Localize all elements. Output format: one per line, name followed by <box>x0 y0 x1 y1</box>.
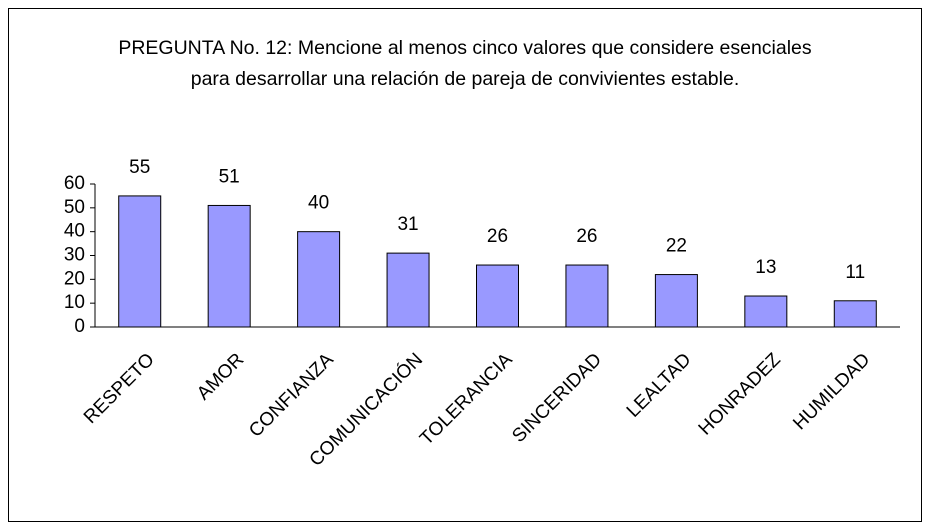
y-tick-label: 50 <box>64 197 85 218</box>
bar <box>207 204 251 328</box>
value-label: 51 <box>219 166 240 187</box>
bar <box>476 264 519 328</box>
y-tick-label: 60 <box>64 173 85 194</box>
value-label: 26 <box>576 226 597 247</box>
value-label: 40 <box>308 193 329 214</box>
y-tick-label: 30 <box>64 245 85 266</box>
y-tick-label: 0 <box>74 316 85 337</box>
value-label: 13 <box>755 257 776 278</box>
bar <box>118 195 162 328</box>
y-tick-label: 40 <box>64 221 85 242</box>
y-tick-label: 10 <box>64 292 85 313</box>
value-label: 11 <box>845 262 865 283</box>
value-label: 55 <box>129 157 150 178</box>
y-tick-label: 20 <box>64 268 85 289</box>
value-label: 31 <box>397 214 418 235</box>
chart-title: PREGUNTA No. 12: Mencione al menos cinco… <box>118 37 812 90</box>
bar <box>833 300 877 328</box>
value-label: 22 <box>666 236 687 257</box>
value-label: 26 <box>487 226 508 247</box>
bar <box>386 252 430 328</box>
bar <box>565 264 609 328</box>
bar <box>654 274 698 328</box>
bar <box>744 295 788 328</box>
bar <box>297 231 341 328</box>
